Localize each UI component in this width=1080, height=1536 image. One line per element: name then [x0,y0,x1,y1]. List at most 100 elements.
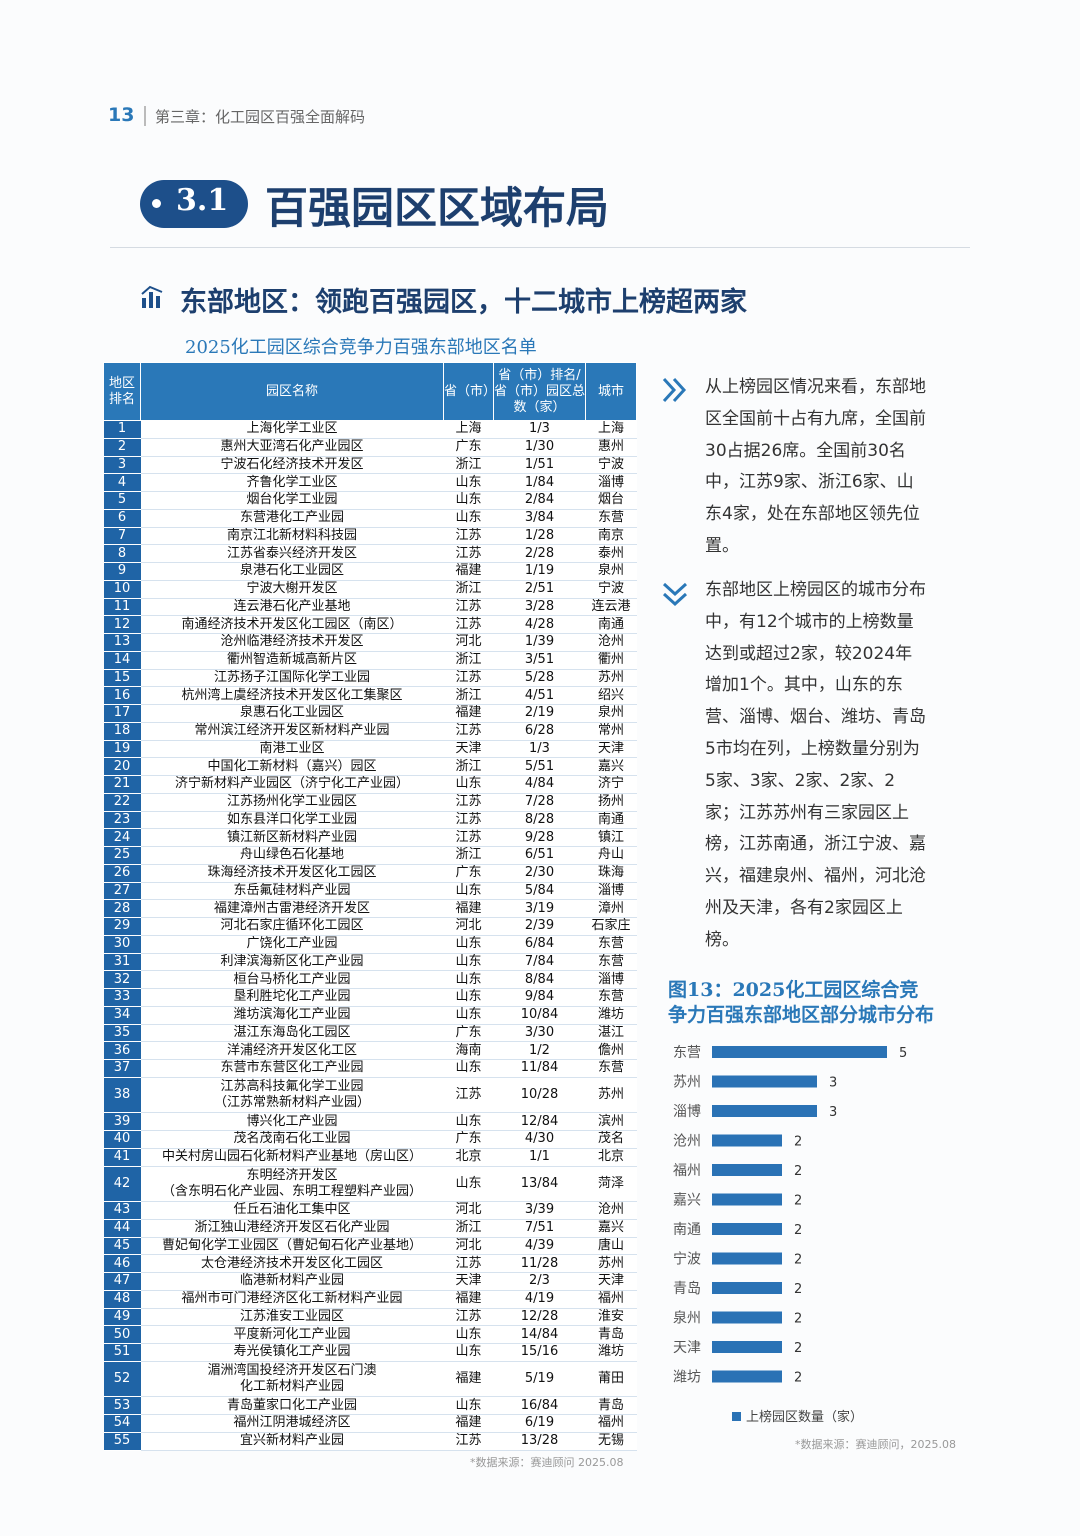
rank: 36 [103,1041,141,1060]
table-row: 35 湛江东海岛化工园区 广东 3/30 湛江 [103,1024,637,1043]
category-label: 天津 [673,1340,701,1356]
city: 潍坊 [585,1006,637,1025]
province-rank: 6/84 [493,935,586,954]
park-name: 太仓港经济技术开发区化工园区 [140,1254,444,1273]
rank: 52 [103,1361,141,1398]
table-row: 11 连云港石化产业基地 江苏 3/28 连云港 [103,598,637,617]
park-name: 东营港化工产业园 [140,509,444,528]
province-rank: 6/19 [493,1414,586,1433]
province-rank: 14/84 [493,1325,586,1344]
province-rank: 3/39 [493,1201,586,1220]
city: 北京 [585,1148,637,1167]
province: 浙江 [443,686,494,705]
table-row: 43 任丘石油化工集中区 河北 3/39 沧州 [103,1201,637,1220]
province-rank: 3/84 [493,509,586,528]
rank: 34 [103,1006,141,1025]
rank: 49 [103,1308,141,1327]
city: 东营 [585,509,637,528]
bar [712,1252,782,1265]
rule [110,247,970,248]
table-row: 46 太仓港经济技术开发区化工园区 江苏 11/28 苏州 [103,1254,637,1273]
city: 宁波 [585,580,637,599]
province: 山东 [443,953,494,972]
city: 惠州 [585,438,637,457]
park-name: 江苏淮安工业园区 [140,1308,444,1327]
chart-source: *数据来源：赛迪顾问，2025.08 [795,1438,956,1451]
city: 常州 [585,722,637,741]
province-rank: 13/84 [493,1166,586,1202]
rank: 9 [103,562,141,581]
park-name: 湛江东海岛化工园区 [140,1024,444,1043]
park-name: 东营市东营区化工产业园 [140,1059,444,1078]
category-label: 潍坊 [673,1370,701,1386]
table-row: 32 桓台马桥化工产业园 山东 8/84 淄博 [103,970,637,989]
chapter: 第三章：化工园区百强全面解码 [155,108,366,126]
rank: 12 [103,615,141,634]
city: 泉州 [585,704,637,723]
province-rank: 2/84 [493,491,586,510]
table-row: 5 烟台化学工业园 山东 2/84 烟台 [103,491,637,510]
table-row: 6 东营港化工产业园 山东 3/84 东营 [103,509,637,528]
city: 石家庄 [585,917,637,936]
rank: 54 [103,1414,141,1433]
province-rank: 3/30 [493,1024,586,1043]
city: 泉州 [585,562,637,581]
rank: 46 [103,1254,141,1273]
park-name: 临港新材料产业园 [140,1272,444,1291]
table-row: 55 宜兴新材料产业园 江苏 13/28 无锡 [103,1432,637,1451]
table-row: 54 福州江阴港城经济区 福建 6/19 福州 [103,1414,637,1433]
rank: 51 [103,1343,141,1362]
bar [712,1075,817,1088]
province: 山东 [443,1006,494,1025]
table-row: 33 垦利胜坨化工产业园 山东 9/84 东营 [103,988,637,1007]
city: 淄博 [585,473,637,492]
province-rank: 5/84 [493,882,586,901]
column-header: 省（市） [443,362,494,421]
province-rank: 2/3 [493,1272,586,1291]
rank: 27 [103,882,141,901]
city: 漳州 [585,899,637,918]
column-header: 省（市）排名/省（市）园区总数（家） [493,362,586,421]
table-row: 19 南港工业区 天津 1/3 天津 [103,740,637,759]
table-row: 41 中关村房山园石化新材料产业基地（房山区） 北京 1/1 北京 [103,1148,637,1167]
park-name: 洋浦经济开发区化工区 [140,1041,444,1060]
table-row: 37 东营市东营区化工产业园 山东 11/84 东营 [103,1059,637,1078]
city: 儋州 [585,1041,637,1060]
park-name: 济宁新材料产业园区（济宁化工产业园） [140,775,444,794]
chart-title: 图13：2025化工园区综合竞争力百强东部地区部分城市分布 [668,979,935,1026]
province: 海南 [443,1041,494,1060]
rank: 41 [103,1148,141,1167]
category-label: 嘉兴 [673,1193,701,1209]
divider [144,106,146,126]
province: 河北 [443,633,494,652]
rank: 14 [103,651,141,670]
rank: 25 [103,846,141,865]
province: 山东 [443,509,494,528]
city: 舟山 [585,846,637,865]
province: 福建 [443,1290,494,1309]
park-name: 宁波大榭开发区 [140,580,444,599]
value-label: 3 [829,1076,837,1091]
province: 江苏 [443,828,494,847]
park-name: 福州江阴港城经济区 [140,1414,444,1433]
province-rank: 1/84 [493,473,586,492]
province-rank: 9/84 [493,988,586,1007]
chevron-icon [662,582,688,607]
park-name: 桓台马桥化工产业园 [140,970,444,989]
table-row: 40 茂名茂南石化工业园 广东 4/30 茂名 [103,1130,637,1149]
province: 山东 [443,935,494,954]
city: 唐山 [585,1237,637,1256]
value-label: 5 [899,1046,907,1061]
province: 山东 [443,1059,494,1078]
city: 莆田 [585,1361,637,1398]
province-rank: 4/19 [493,1290,586,1309]
province: 山东 [443,1343,494,1362]
table-row: 16 杭州湾上虞经济技术开发区化工集聚区 浙江 4/51 绍兴 [103,686,637,705]
table-row: 51 寿光侯镇化工产业园 山东 15/16 潍坊 [103,1343,637,1362]
section-number: 3.1 [176,183,229,218]
province-rank: 7/84 [493,953,586,972]
bar [712,1223,782,1235]
province-rank: 9/28 [493,828,586,847]
province: 福建 [443,562,494,581]
